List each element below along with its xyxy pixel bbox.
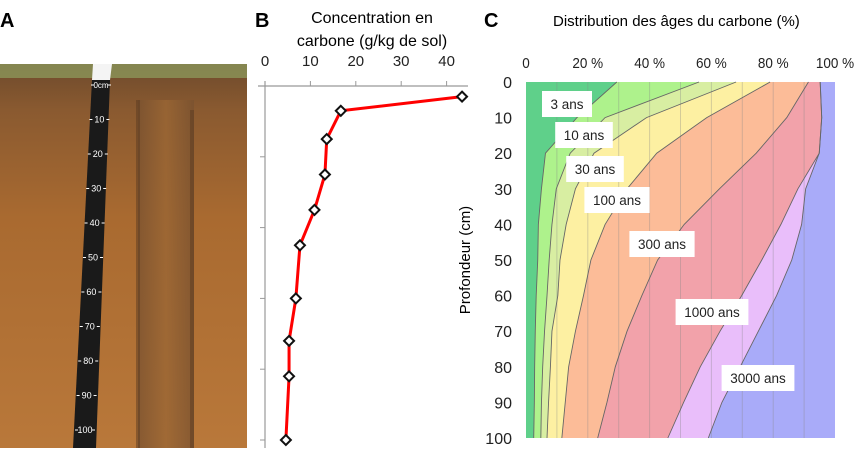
area-band [667, 82, 822, 438]
band-boundary [561, 81, 771, 439]
x-tick-label: 60 % [696, 55, 727, 72]
series-label-box [555, 122, 613, 148]
data-point [320, 132, 334, 146]
data-point [334, 104, 348, 118]
ruler-label: 10 [94, 115, 104, 125]
data-point [308, 203, 321, 217]
x-tick-label: 30 [393, 53, 410, 70]
x-tick-label: 100 % [816, 55, 855, 72]
area-band [561, 82, 809, 438]
data-point [282, 369, 296, 383]
chart-c-ylabel: Profondeur (cm) [457, 206, 474, 314]
panel-b: B Concentration en carbone (g/kg de sol)… [255, 10, 469, 448]
ruler-label: 40 [90, 218, 100, 228]
y-tick-label: 100 [485, 431, 512, 448]
panel-letter-b: B [255, 10, 269, 32]
y-tick-label: 70 [494, 324, 512, 341]
ruler-label: 20 [93, 149, 103, 159]
band-boundary [597, 81, 809, 439]
y-tick-label: 40 [494, 217, 512, 234]
y-tick-label: 10 [494, 111, 512, 128]
ruler-label: 50 [88, 253, 98, 263]
series-label-box [542, 91, 592, 117]
y-tick-label: 90 [494, 395, 512, 412]
ruler-labels: 0cm 10 20 30 40 50 60 70 80 90 100 [75, 81, 111, 435]
carbon-line [284, 95, 463, 441]
series-label: 3000 ans [730, 371, 786, 386]
y-tick-label: 60 [494, 289, 512, 306]
measuring-tape [73, 80, 110, 448]
x-tick-label: 40 [438, 53, 455, 70]
ruler-label: 70 [85, 322, 95, 332]
x-tick-label: 80 % [758, 55, 789, 72]
series-label-box [566, 156, 624, 182]
x-tick-label: 20 % [572, 55, 603, 72]
ruler-label: 30 [91, 184, 101, 194]
series-label: 10 ans [564, 128, 605, 143]
y-tick-label: 20 [494, 146, 512, 163]
ruler-label: 80 [83, 356, 93, 366]
chart-b: 0 10 20 30 40 [258, 53, 469, 448]
series-label: 3 ans [550, 97, 583, 112]
x-tick-label: 20 [347, 53, 364, 70]
y-tick-label: 50 [494, 253, 512, 270]
ruler-label: 60 [86, 287, 96, 297]
series-label: 1000 ans [684, 305, 740, 320]
x-tick-label: 0 [522, 55, 530, 72]
series-label-box [675, 299, 749, 325]
data-point [455, 90, 469, 104]
ruler-label: 90 [82, 391, 92, 401]
y-tick-label: 30 [494, 182, 512, 199]
data-point [318, 168, 332, 181]
x-tick-label: 0 [261, 53, 269, 70]
data-point [282, 334, 296, 348]
panel-a: A 0cm 10 20 30 40 50 60 70 80 90 100 [0, 10, 247, 448]
data-point [293, 238, 307, 252]
area-band [526, 82, 617, 438]
series-label: 300 ans [638, 237, 686, 252]
chart-b-title-line-1: Concentration en [311, 10, 433, 27]
chart-c: 0 20 % 40 % 60 % 80 % 100 % 0 10 20 30 40 50 60 70 80 9… [485, 55, 854, 448]
chart-c-title: Distribution des âges du carbone (%) [553, 13, 800, 30]
panel-letter-a: A [0, 10, 14, 32]
y-tick-label: 0 [503, 75, 512, 92]
data-point [289, 291, 303, 305]
area-band [597, 82, 822, 438]
x-tick-label: 10 [302, 53, 319, 70]
series-label: 30 ans [575, 162, 616, 177]
series-label: 100 ans [593, 193, 641, 208]
y-tick-label: 80 [494, 360, 512, 377]
data-point [279, 433, 293, 447]
ruler-label: 0cm [93, 81, 108, 90]
ruler-label: 100 [77, 425, 92, 435]
series-label-box [584, 187, 650, 213]
soil-profile-photo [0, 64, 247, 448]
panel-c: C Distribution des âges du carbone (%) P… [457, 10, 854, 448]
series-label-box [721, 365, 795, 391]
area-band [708, 82, 835, 438]
panel-letter-c: C [484, 10, 498, 32]
x-tick-label: 40 % [634, 55, 665, 72]
series-label-box [629, 231, 695, 257]
chart-b-title-line-2: carbone (g/kg de sol) [297, 33, 447, 50]
